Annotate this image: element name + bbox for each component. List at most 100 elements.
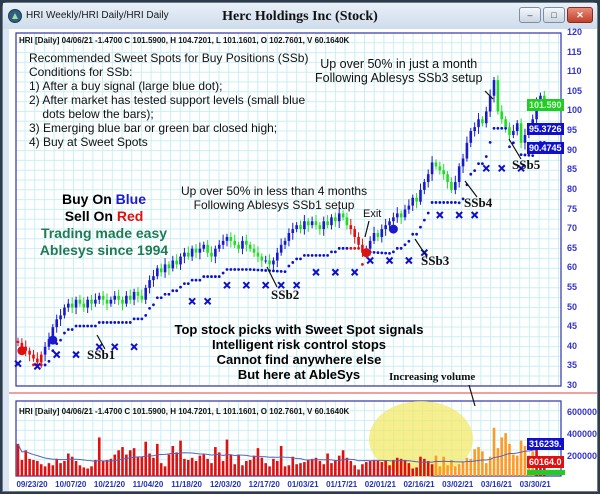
volume-bar xyxy=(105,459,109,476)
stop-x-mark xyxy=(203,297,212,305)
volume-bar xyxy=(454,466,457,476)
volume-bar xyxy=(303,462,306,476)
volume-bar xyxy=(245,461,248,476)
support-dot xyxy=(411,232,415,236)
support-dot xyxy=(527,153,531,157)
candle-body xyxy=(523,134,527,143)
candle-body xyxy=(260,256,264,261)
promo-line2: Intelligent risk control stops xyxy=(211,337,387,352)
volume-bar xyxy=(310,458,314,476)
date-tick: 01/17/21 xyxy=(326,480,358,489)
promo-line1: Top stock picks with Sweet Spot signals xyxy=(174,322,424,337)
support-dot xyxy=(291,261,295,264)
volume-bar xyxy=(268,466,271,476)
candle-body xyxy=(268,260,271,265)
support-dot xyxy=(399,246,403,250)
chart-area[interactable]: HRI [Daily] 04/06/21 -1.4700 C 101.5900,… xyxy=(9,27,598,491)
support-dot xyxy=(148,306,151,310)
exit-label: Exit xyxy=(363,208,382,220)
candle-body xyxy=(97,295,101,300)
buy-on-text: Buy On xyxy=(61,191,116,207)
volume-bar xyxy=(314,457,318,476)
support-dot xyxy=(225,268,229,271)
increasing-volume-label: Increasing volume xyxy=(389,371,476,383)
stop-x-mark xyxy=(350,268,359,276)
candle-body xyxy=(256,252,260,257)
vol-tick-600000: 600000 xyxy=(567,407,598,417)
support-dot xyxy=(345,246,349,250)
volume-bar xyxy=(368,461,372,476)
stop-x-mark xyxy=(517,164,525,173)
candle-body xyxy=(380,229,384,237)
annotation-arrow xyxy=(364,220,370,238)
support-dot xyxy=(380,251,384,255)
volume-info-line: HRI [Daily] 04/06/21 -1.4700 C 101.5900,… xyxy=(19,407,350,416)
volume-bar xyxy=(392,459,395,476)
support-dot xyxy=(210,275,213,278)
support-dot xyxy=(500,126,504,130)
support-dot xyxy=(163,292,167,296)
volume-bar xyxy=(365,462,368,476)
price-volume-chart[interactable] xyxy=(9,29,597,491)
volume-bar xyxy=(353,465,356,476)
stop-x-mark xyxy=(498,164,506,173)
date-tick: 02/16/21 xyxy=(403,480,435,489)
candle-body xyxy=(16,340,20,343)
support-dot xyxy=(47,359,51,363)
volume-bar xyxy=(419,456,422,476)
volume-bar xyxy=(78,465,82,476)
candle-body xyxy=(430,162,434,175)
volume-bar xyxy=(380,462,384,476)
volume-bar xyxy=(334,459,337,476)
volume-bar xyxy=(125,454,128,476)
candle-body xyxy=(225,236,229,241)
title-bar[interactable]: HRI Weekly/HRI Daily/HRI Daily Herc Hold… xyxy=(3,3,597,29)
support-dot xyxy=(330,250,333,254)
candle-body xyxy=(434,162,438,167)
volume-bar xyxy=(167,454,171,476)
candle-body xyxy=(345,217,349,226)
support-dot xyxy=(519,153,523,156)
close-button[interactable]: ✕ xyxy=(567,7,593,23)
candle-body xyxy=(469,131,473,143)
candle-body xyxy=(86,299,89,308)
price-tick: 80 xyxy=(567,183,578,194)
support-dot xyxy=(295,257,299,261)
buy-signal-dot xyxy=(388,224,398,234)
annotation-arrow xyxy=(266,266,278,288)
maximize-button[interactable]: □ xyxy=(543,7,565,23)
volume-bar xyxy=(341,450,345,476)
candle-body xyxy=(423,182,426,190)
volume-bar xyxy=(543,461,546,476)
stop-x-mark xyxy=(470,211,479,219)
stop-x-mark xyxy=(130,343,138,351)
callout-month: Up over 50% in just a month Following Ab… xyxy=(315,57,482,85)
support-dot xyxy=(496,126,500,130)
support-dot xyxy=(484,155,488,158)
support-dot xyxy=(279,269,283,273)
candle-body xyxy=(229,236,233,241)
support-dot xyxy=(376,251,380,255)
volume-bar xyxy=(376,461,380,476)
candle-body xyxy=(275,252,279,261)
support-dot xyxy=(248,268,252,271)
price-tick: 40 xyxy=(567,340,578,351)
volume-bar xyxy=(461,462,465,476)
support-dot xyxy=(361,263,364,266)
candle-body xyxy=(90,299,93,304)
support-dot xyxy=(74,324,78,328)
volume-bar xyxy=(388,465,391,476)
stop-x-mark xyxy=(331,268,340,276)
promo-text: Top stock picks with Sweet Spot signals … xyxy=(169,322,429,382)
support-dot xyxy=(508,145,511,149)
volume-bar xyxy=(101,461,105,476)
candle-body xyxy=(152,276,155,281)
candle-body xyxy=(194,248,198,253)
candle-body xyxy=(477,119,480,128)
support-dot xyxy=(430,201,434,204)
promo-line3: Cannot find anywhere else xyxy=(216,352,382,367)
stop-x-mark xyxy=(385,256,394,265)
minimize-button[interactable]: – xyxy=(519,7,541,23)
candle-body xyxy=(295,225,298,230)
